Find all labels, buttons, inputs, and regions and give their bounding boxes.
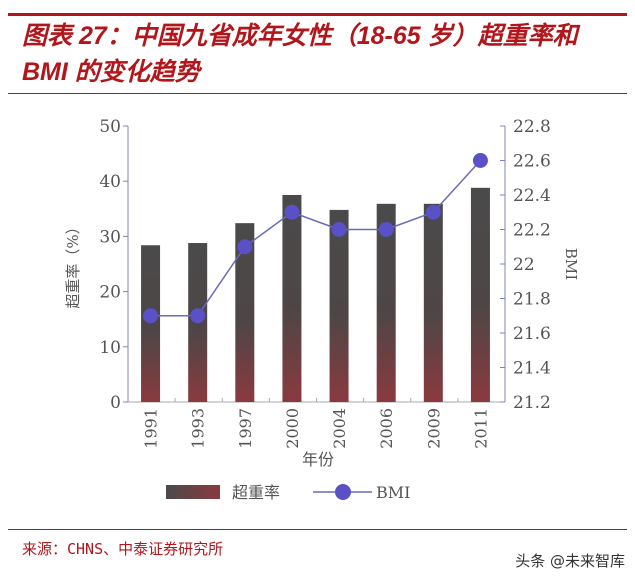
bar-1997 bbox=[235, 223, 255, 402]
x-tick-label: 2000 bbox=[283, 408, 302, 449]
right-tick-label: 22.2 bbox=[513, 221, 551, 241]
right-y-axis: 21.2 21.4 21.6 21.8 22 22.2 22.4 22.6 22.8 bbox=[500, 117, 551, 413]
bmi-marker-2006 bbox=[378, 222, 394, 237]
right-tick-label: 22.6 bbox=[513, 152, 551, 172]
left-tick-label: 40 bbox=[99, 172, 121, 192]
bmi-marker-2009 bbox=[425, 204, 441, 220]
bar-2004 bbox=[329, 209, 349, 402]
right-tick-label: 21.6 bbox=[513, 324, 551, 344]
source-rule bbox=[8, 529, 627, 530]
right-tick-label: 22 bbox=[513, 255, 535, 275]
bmi-marker-1997 bbox=[237, 239, 253, 255]
left-tick-label: 20 bbox=[99, 283, 121, 303]
x-tick-label: 2006 bbox=[377, 408, 396, 449]
bar-2006 bbox=[376, 203, 396, 402]
bar-series bbox=[141, 187, 490, 402]
x-axis-labels: 1991 1993 1997 2000 2004 2006 2009 2011 bbox=[142, 408, 491, 449]
x-tick-label: 2004 bbox=[330, 408, 349, 449]
bmi-line-series bbox=[143, 153, 488, 324]
combo-chart: 0 10 20 30 40 50 21.2 21.4 21.6 21.8 22 22.2 22.4 22… bbox=[64, 117, 580, 502]
x-tick-label: 2009 bbox=[424, 408, 443, 449]
bmi-marker-2000 bbox=[284, 204, 300, 220]
right-axis-label: BMI bbox=[562, 248, 580, 280]
x-tick-label: 1991 bbox=[142, 408, 161, 449]
right-tick-label: 21.2 bbox=[513, 393, 551, 413]
bmi-marker-1991 bbox=[143, 308, 159, 324]
figure-title: 图表 27：中国九省成年女性（18-65 岁）超重率和 BMI 的变化趋势 bbox=[22, 22, 578, 86]
left-tick-label: 10 bbox=[99, 338, 121, 358]
right-tick-label: 21.4 bbox=[513, 359, 551, 379]
bmi-marker-2004 bbox=[331, 222, 347, 237]
legend-swatch-bar bbox=[166, 485, 220, 499]
left-y-axis: 0 10 20 30 40 50 bbox=[99, 117, 505, 413]
left-axis-label: 超重率（%） bbox=[64, 219, 82, 308]
bar-2000 bbox=[282, 195, 302, 402]
x-tick-label: 1993 bbox=[189, 408, 208, 449]
x-tick-label: 1997 bbox=[236, 408, 255, 449]
right-tick-label: 22.4 bbox=[513, 186, 551, 206]
bmi-marker-1993 bbox=[190, 308, 206, 324]
watermark: 头条 @未来智库 bbox=[515, 552, 625, 570]
x-axis-title: 年份 bbox=[302, 450, 334, 469]
title-rule bbox=[8, 93, 627, 94]
bar-2009 bbox=[423, 203, 443, 402]
right-tick-label: 21.8 bbox=[513, 290, 551, 310]
legend: 超重率 BMI bbox=[166, 483, 410, 502]
bmi-marker-2011 bbox=[472, 153, 488, 168]
source-note: 来源：CHNS、中泰证券研究所 bbox=[22, 540, 224, 558]
right-tick-label: 22.8 bbox=[513, 117, 551, 137]
left-tick-label: 30 bbox=[99, 227, 121, 247]
top-rule bbox=[8, 13, 627, 16]
left-tick-label: 0 bbox=[110, 393, 121, 413]
bar-2011 bbox=[470, 187, 490, 402]
legend-marker-bmi bbox=[335, 484, 351, 500]
x-tick-label: 2011 bbox=[471, 408, 490, 449]
bar-1991 bbox=[141, 245, 161, 402]
left-tick-label: 50 bbox=[99, 117, 121, 137]
legend-label-overweight: 超重率 bbox=[232, 483, 280, 502]
legend-label-bmi: BMI bbox=[376, 483, 410, 502]
